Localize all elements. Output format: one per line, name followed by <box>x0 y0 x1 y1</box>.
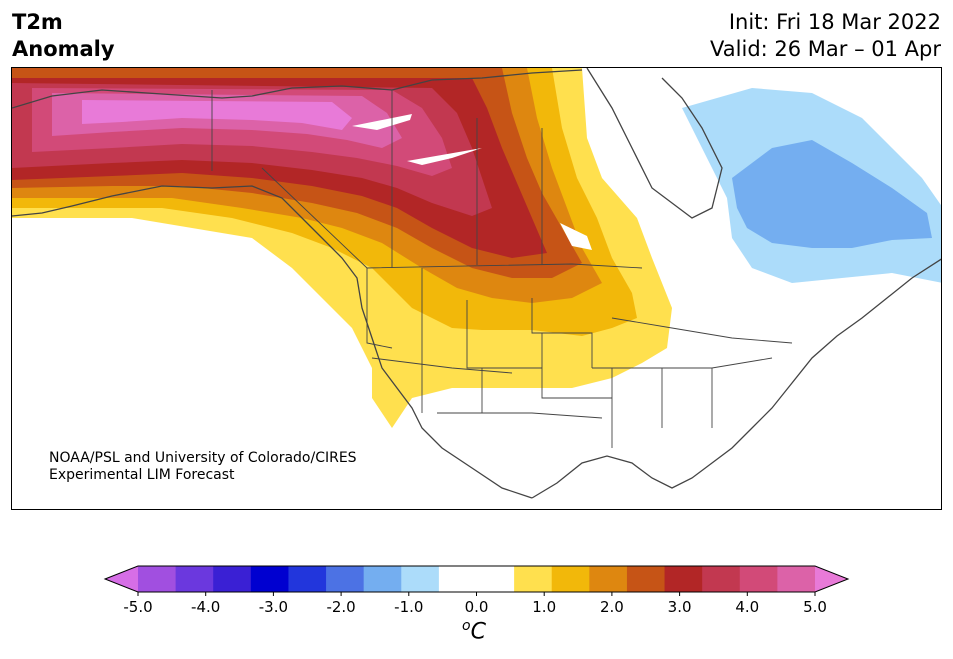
colorbar-cell <box>739 566 778 592</box>
colorbar-cell <box>514 566 553 592</box>
anomaly-label: Anomaly <box>12 37 115 61</box>
anomaly-band-4.5 <box>82 100 352 130</box>
lake-icon <box>560 223 592 250</box>
unit-text: C <box>470 619 486 645</box>
colorbar-tick-label: -4.0 <box>191 598 220 616</box>
colorbar: -5.0 -4.0 -3.0 -2.0 -1.0 0.0 1.0 2.0 3.0 4.0 5.0 <box>103 565 850 616</box>
colorbar-cell <box>213 566 252 592</box>
init-date: Init: Fri 18 Mar 2022 <box>728 10 941 34</box>
colorbar-tick-label: -1.0 <box>394 598 423 616</box>
colorbar-cell <box>438 566 477 592</box>
colorbar-cell <box>626 566 666 592</box>
map-canvas <box>12 68 941 499</box>
credit-line-2: Experimental LIM Forecast <box>49 467 235 483</box>
colorbar-extend-high <box>815 566 848 592</box>
colorbar-cell <box>326 566 365 592</box>
anomaly-band-neg1.0 <box>732 140 932 248</box>
colorbar-tick-label: -2.0 <box>326 598 355 616</box>
colorbar-cell <box>175 566 214 592</box>
colorbar-tick-label: 1.0 <box>532 598 556 616</box>
colorbar-cell <box>664 566 703 592</box>
state-borders <box>211 90 793 448</box>
coastline <box>12 68 941 499</box>
colorbar-tick-label: 5.0 <box>803 598 827 616</box>
lake-icon <box>352 114 412 130</box>
variable-label: T2m <box>12 10 63 34</box>
map-title: T2m Anomaly <box>12 9 115 63</box>
forecast-dates: Init: Fri 18 Mar 2022 Valid: 26 Mar – 01… <box>710 9 941 63</box>
colorbar-extend-low <box>105 566 138 592</box>
colorbar-tick-label: -3.0 <box>259 598 288 616</box>
degree-symbol: o <box>462 618 471 634</box>
unit-label: oC <box>462 618 486 644</box>
colorbar-cell <box>363 566 402 592</box>
colorbar-cell <box>138 566 177 592</box>
colorbar-tick-label: 3.0 <box>668 598 692 616</box>
colorbar-cell <box>551 566 590 592</box>
colorbar-cell <box>476 566 515 592</box>
colorbar-cell <box>702 566 741 592</box>
colorbar-cell <box>401 566 440 592</box>
valid-dates: Valid: 26 Mar – 01 Apr <box>710 37 941 61</box>
colorbar-tick-label: 2.0 <box>600 598 624 616</box>
anomaly-map <box>11 67 942 510</box>
colorbar-cell <box>777 566 816 592</box>
colorbar-cell <box>589 566 628 592</box>
colorbar-tick-label: 4.0 <box>735 598 759 616</box>
colorbar-cell <box>288 566 327 592</box>
colorbar-cell <box>250 566 289 592</box>
credit-text: NOAA/PSL and University of Colorado/CIRE… <box>49 450 357 484</box>
colorbar-tick-label: 0.0 <box>465 598 489 616</box>
lake-icon <box>407 148 482 165</box>
colorbar-tick-label: -5.0 <box>123 598 152 616</box>
credit-line-1: NOAA/PSL and University of Colorado/CIRE… <box>49 450 357 466</box>
